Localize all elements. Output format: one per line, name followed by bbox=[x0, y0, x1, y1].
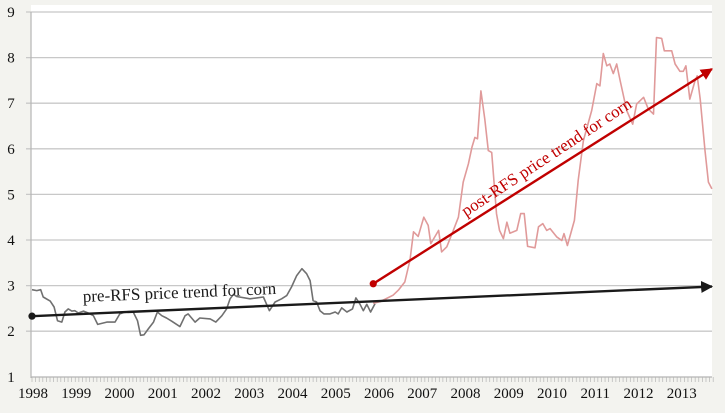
y-tick-label: 1 bbox=[7, 370, 15, 386]
x-tick-label: 2001 bbox=[148, 386, 178, 402]
pre-rfs-trend-start-dot bbox=[28, 312, 36, 320]
plot-area bbox=[31, 5, 712, 377]
price-series bbox=[31, 36, 713, 337]
x-tick-label: 2002 bbox=[191, 386, 221, 402]
x-tick-label: 2000 bbox=[105, 386, 135, 402]
x-tick-label: 2013 bbox=[667, 386, 697, 402]
x-tick-label: 1999 bbox=[61, 386, 91, 402]
y-tick-label: 8 bbox=[7, 51, 15, 67]
post-rfs-trend-start-dot bbox=[369, 280, 377, 288]
y-tick-label: 4 bbox=[7, 233, 15, 249]
x-tick-label: 2011 bbox=[581, 386, 610, 402]
x-tick-label: 1998 bbox=[18, 386, 48, 402]
x-tick-label: 2009 bbox=[494, 386, 524, 402]
y-tick-label: 3 bbox=[7, 279, 15, 295]
y-tick-label: 2 bbox=[7, 324, 15, 340]
x-axis-labels: 1998 1999 2000 2001 2002 2003 2004 2005 2006 2007… bbox=[18, 386, 697, 402]
y-tick-label: 7 bbox=[7, 96, 15, 112]
pre-rfs-trend-arrow bbox=[31, 280, 714, 318]
x-tick-label: 2003 bbox=[234, 386, 264, 402]
x-tick-label: 2012 bbox=[624, 386, 654, 402]
x-tick-label: 2004 bbox=[278, 386, 309, 402]
y-tick-label: 9 bbox=[7, 5, 15, 21]
y-axis-labels: 1 2 3 4 5 6 7 8 9 bbox=[7, 5, 15, 386]
y-tick-label: 6 bbox=[7, 142, 15, 158]
trend-lines bbox=[28, 67, 714, 320]
x-tick-label: 2010 bbox=[537, 386, 567, 402]
y-tick-label: 5 bbox=[7, 187, 15, 203]
x-tick-label: 2007 bbox=[407, 386, 438, 402]
post-rfs-trend-arrow bbox=[372, 67, 713, 285]
x-tick-label: 2008 bbox=[451, 386, 481, 402]
x-tick-label: 2005 bbox=[321, 386, 351, 402]
x-tick-label: 2006 bbox=[364, 386, 395, 402]
pre-rfs-price-line bbox=[31, 267, 376, 337]
post-rfs-price-line bbox=[373, 36, 713, 305]
gridlines bbox=[26, 11, 714, 382]
